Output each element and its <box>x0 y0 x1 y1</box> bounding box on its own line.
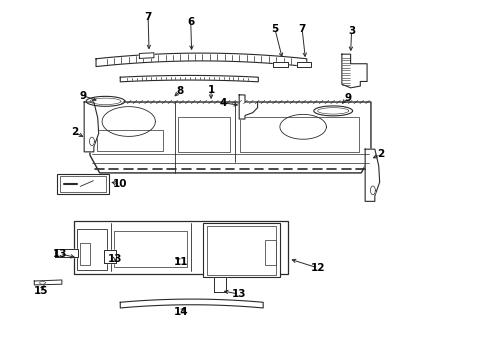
Polygon shape <box>314 106 352 116</box>
Polygon shape <box>239 95 258 119</box>
FancyBboxPatch shape <box>60 176 106 192</box>
Polygon shape <box>365 149 380 201</box>
FancyBboxPatch shape <box>57 174 109 194</box>
Polygon shape <box>90 98 121 104</box>
FancyBboxPatch shape <box>207 226 276 275</box>
Text: 7: 7 <box>145 12 152 22</box>
Polygon shape <box>84 102 98 152</box>
FancyBboxPatch shape <box>114 231 187 267</box>
FancyBboxPatch shape <box>80 243 90 265</box>
Text: 5: 5 <box>271 24 279 34</box>
Polygon shape <box>342 54 367 88</box>
Polygon shape <box>280 114 326 139</box>
Polygon shape <box>139 53 154 58</box>
Text: 13: 13 <box>108 254 122 264</box>
Text: 9: 9 <box>344 94 351 103</box>
FancyBboxPatch shape <box>240 117 359 152</box>
Text: 6: 6 <box>187 17 195 27</box>
Polygon shape <box>102 107 155 136</box>
Polygon shape <box>272 62 288 67</box>
Polygon shape <box>120 76 258 82</box>
Text: 13: 13 <box>232 289 246 299</box>
Text: 11: 11 <box>174 257 188 266</box>
FancyBboxPatch shape <box>97 130 163 151</box>
Polygon shape <box>214 278 225 292</box>
Polygon shape <box>55 249 78 257</box>
Polygon shape <box>103 250 116 263</box>
FancyBboxPatch shape <box>203 223 280 278</box>
Text: 10: 10 <box>113 179 127 189</box>
Polygon shape <box>86 96 125 106</box>
Polygon shape <box>90 102 371 173</box>
Text: 9: 9 <box>79 91 86 101</box>
Text: 2: 2 <box>377 149 384 159</box>
Polygon shape <box>34 280 62 285</box>
Text: 12: 12 <box>311 263 325 273</box>
FancyBboxPatch shape <box>74 221 288 274</box>
Text: 7: 7 <box>298 24 306 34</box>
FancyBboxPatch shape <box>77 229 107 270</box>
FancyBboxPatch shape <box>265 240 275 265</box>
Text: 8: 8 <box>176 86 183 96</box>
Polygon shape <box>370 186 375 195</box>
Text: 3: 3 <box>348 26 355 36</box>
Polygon shape <box>90 137 95 145</box>
Polygon shape <box>96 53 307 67</box>
FancyBboxPatch shape <box>178 117 230 152</box>
Text: 13: 13 <box>53 249 67 259</box>
Text: 1: 1 <box>207 85 215 95</box>
Text: 15: 15 <box>33 285 48 296</box>
Text: 2: 2 <box>71 127 78 137</box>
Polygon shape <box>120 299 263 308</box>
Polygon shape <box>318 108 349 114</box>
Text: 4: 4 <box>220 98 227 108</box>
Polygon shape <box>297 62 311 67</box>
Text: 14: 14 <box>174 307 188 317</box>
